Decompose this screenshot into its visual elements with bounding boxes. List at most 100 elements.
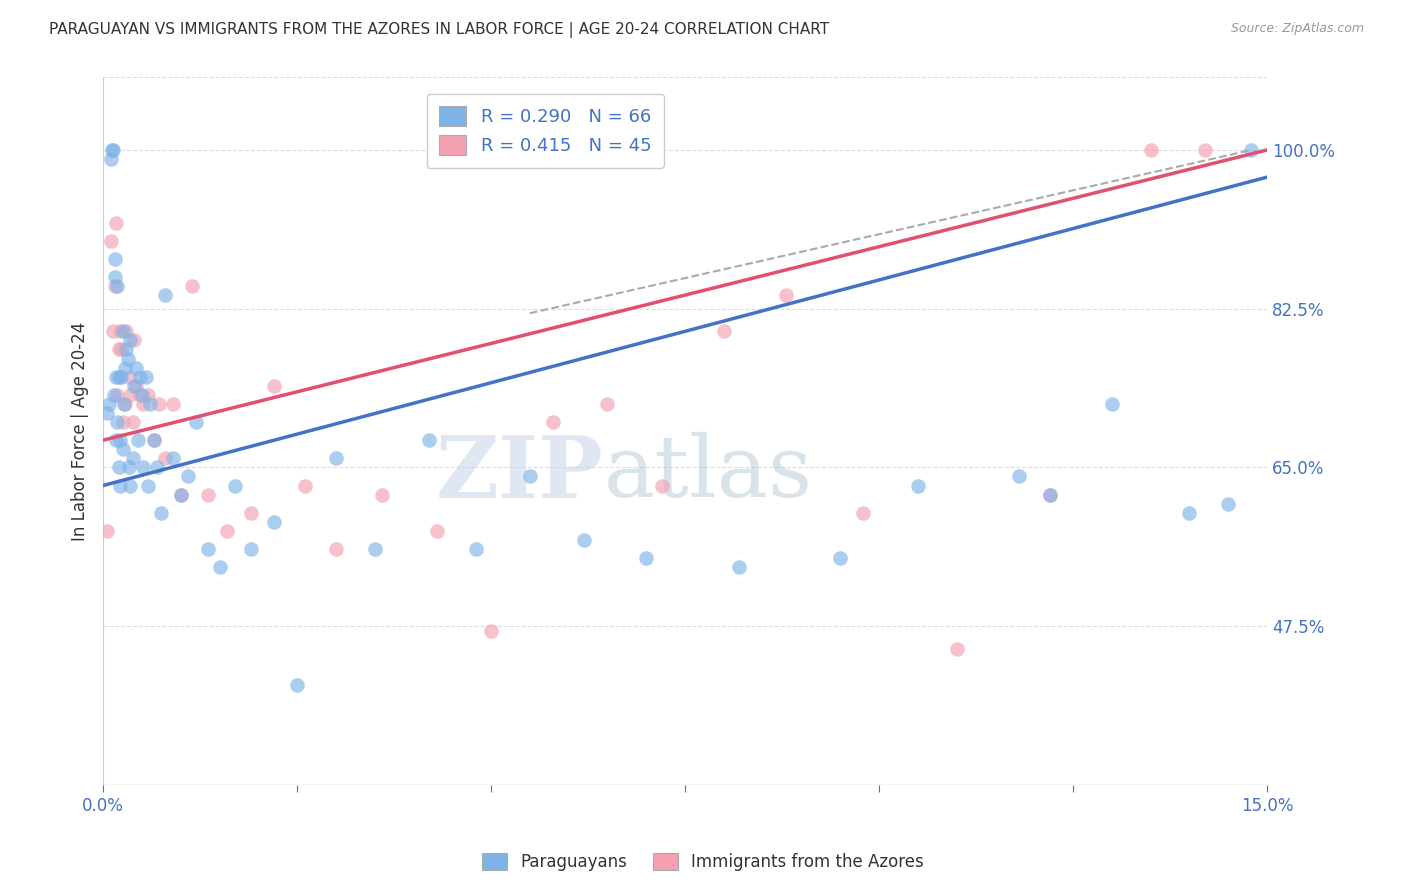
Point: [541, 415, 564, 429]
Point: [132, 397, 155, 411]
Point: [136, 478, 159, 492]
Point: [103, 388, 125, 402]
Point: [105, 415, 128, 429]
Point: [111, 324, 134, 338]
Point: [775, 288, 797, 302]
Point: [131, 388, 153, 402]
Point: [138, 397, 160, 411]
Point: [105, 215, 128, 229]
Point: [136, 388, 159, 402]
Point: [852, 506, 875, 520]
Y-axis label: In Labor Force | Age 20-24: In Labor Force | Age 20-24: [72, 321, 89, 541]
Point: [129, 369, 152, 384]
Point: [118, 460, 141, 475]
Point: [115, 324, 138, 338]
Point: [294, 478, 316, 492]
Point: [1194, 143, 1216, 157]
Point: [104, 369, 127, 384]
Point: [596, 397, 619, 411]
Point: [135, 369, 157, 384]
Point: [224, 478, 246, 492]
Point: [127, 433, 149, 447]
Point: [371, 487, 394, 501]
Point: [142, 433, 165, 447]
Point: [96, 406, 118, 420]
Point: [239, 541, 262, 556]
Point: [363, 541, 385, 556]
Point: [263, 378, 285, 392]
Point: [122, 334, 145, 348]
Point: [263, 515, 285, 529]
Point: [120, 334, 142, 348]
Point: [170, 487, 193, 501]
Point: [111, 442, 134, 457]
Point: [117, 351, 139, 366]
Point: [101, 143, 124, 157]
Point: [945, 641, 967, 656]
Point: [830, 551, 852, 566]
Point: [108, 324, 131, 338]
Point: [129, 388, 152, 402]
Point: [239, 506, 262, 520]
Point: [114, 397, 136, 411]
Point: [1039, 487, 1062, 501]
Point: [217, 524, 239, 538]
Point: [907, 478, 929, 492]
Point: [181, 279, 204, 293]
Point: [170, 487, 193, 501]
Point: [105, 388, 128, 402]
Point: [418, 433, 440, 447]
Point: [142, 433, 165, 447]
Point: [118, 369, 141, 384]
Point: [105, 279, 128, 293]
Point: [1101, 397, 1123, 411]
Point: [153, 288, 176, 302]
Point: [121, 451, 143, 466]
Point: [146, 460, 169, 475]
Point: [108, 478, 131, 492]
Point: [177, 469, 200, 483]
Point: [197, 487, 219, 501]
Point: [98, 397, 121, 411]
Point: [132, 460, 155, 475]
Point: [1139, 143, 1161, 157]
Point: [120, 388, 142, 402]
Point: [104, 269, 127, 284]
Point: [1039, 487, 1062, 501]
Point: [108, 433, 131, 447]
Point: [651, 478, 673, 492]
Point: [325, 541, 347, 556]
Point: [104, 279, 127, 293]
Point: [111, 415, 134, 429]
Legend: R = 0.290   N = 66, R = 0.415   N = 45: R = 0.290 N = 66, R = 0.415 N = 45: [426, 94, 664, 168]
Point: [148, 397, 170, 411]
Point: [519, 469, 541, 483]
Point: [110, 343, 132, 357]
Point: [103, 324, 125, 338]
Point: [636, 551, 658, 566]
Text: Source: ZipAtlas.com: Source: ZipAtlas.com: [1230, 22, 1364, 36]
Point: [107, 460, 129, 475]
Point: [107, 369, 129, 384]
Point: [285, 678, 308, 692]
Point: [112, 397, 135, 411]
Point: [100, 152, 122, 166]
Point: [105, 433, 128, 447]
Point: [150, 506, 173, 520]
Point: [186, 415, 208, 429]
Text: atlas: atlas: [603, 432, 813, 515]
Point: [125, 360, 148, 375]
Point: [713, 324, 735, 338]
Point: [464, 541, 486, 556]
Point: [104, 252, 127, 266]
Point: [103, 143, 125, 157]
Point: [162, 397, 184, 411]
Point: [426, 524, 449, 538]
Point: [1216, 497, 1239, 511]
Point: [1178, 506, 1201, 520]
Point: [96, 524, 118, 538]
Legend: Paraguayans, Immigrants from the Azores: Paraguayans, Immigrants from the Azores: [474, 845, 932, 880]
Text: PARAGUAYAN VS IMMIGRANTS FROM THE AZORES IN LABOR FORCE | AGE 20-24 CORRELATION : PARAGUAYAN VS IMMIGRANTS FROM THE AZORES…: [49, 22, 830, 38]
Point: [197, 541, 219, 556]
Point: [572, 533, 595, 547]
